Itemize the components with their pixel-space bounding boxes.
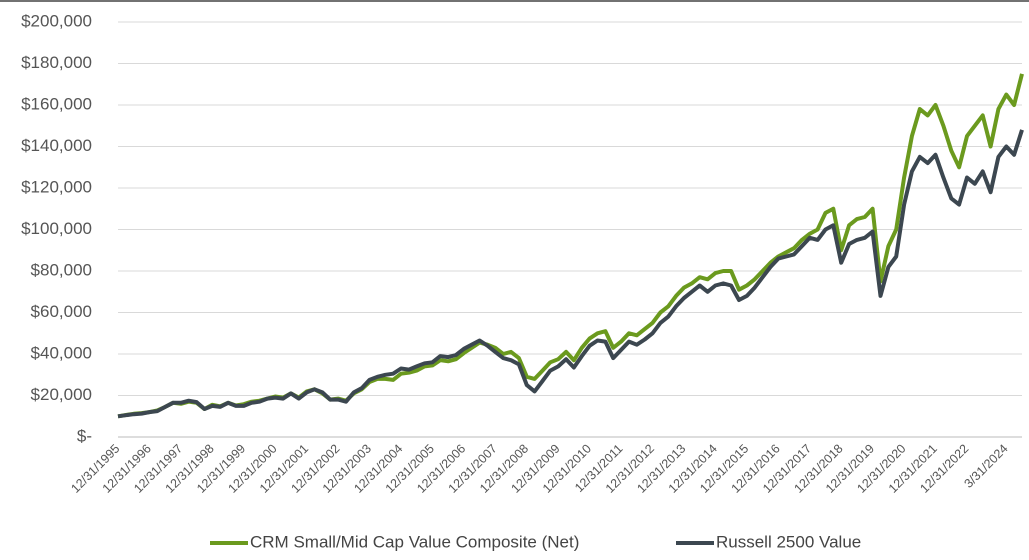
y-tick-label: $200,000 xyxy=(21,11,92,30)
y-tick-label: $100,000 xyxy=(21,219,92,238)
y-tick-label: $140,000 xyxy=(21,136,92,155)
y-tick-label: $80,000 xyxy=(31,260,92,279)
y-tick-label: $180,000 xyxy=(21,53,92,72)
y-tick-label: $20,000 xyxy=(31,385,92,404)
legend-label: Russell 2500 Value xyxy=(716,532,861,551)
y-tick-label: $40,000 xyxy=(31,343,92,362)
legend-label: CRM Small/Mid Cap Value Composite (Net) xyxy=(250,532,579,551)
y-tick-label: $160,000 xyxy=(21,94,92,113)
y-tick-label: $120,000 xyxy=(21,177,92,196)
y-tick-label: $60,000 xyxy=(31,302,92,321)
x-tick-label: 3/31/2024 xyxy=(962,442,1011,491)
series-line xyxy=(117,129,1024,419)
y-tick-label: $- xyxy=(77,426,92,445)
